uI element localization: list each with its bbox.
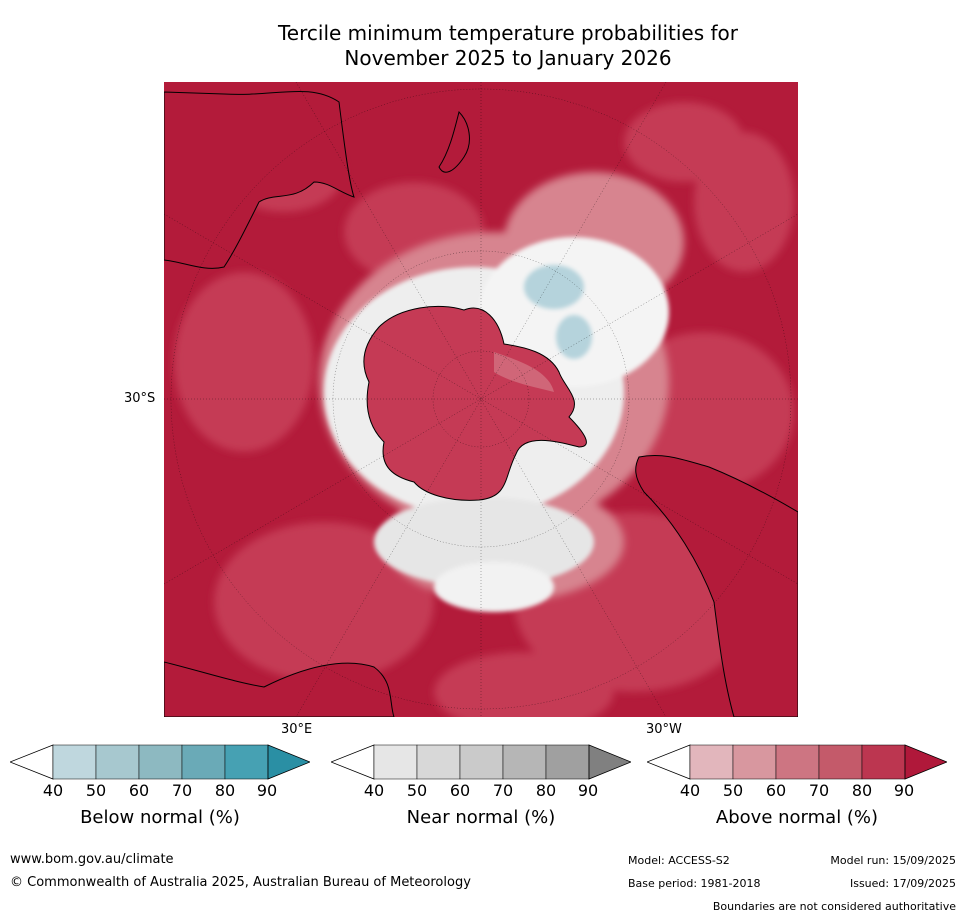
- colorbar-near-normal: [331, 744, 631, 780]
- base-period-text: Base period: 1981-2018: [628, 877, 761, 890]
- map-svg: [164, 82, 798, 717]
- antarctica: [363, 305, 587, 501]
- tick: 70: [808, 781, 830, 800]
- tick: 40: [679, 781, 701, 800]
- model-run-text: Model run: 15/09/2025: [830, 854, 956, 867]
- colorbar-above-svg: [647, 744, 947, 780]
- colorbar-above-normal: [647, 744, 947, 780]
- colorbar-segment: [181, 744, 226, 780]
- title-line-1: Tercile minimum temperature probabilitie…: [277, 21, 739, 45]
- copyright-text: © Commonwealth of Australia 2025, Austra…: [10, 875, 471, 890]
- tick: 80: [214, 781, 236, 800]
- colorbar-segment: [95, 744, 140, 780]
- colorbar-segment: [545, 744, 590, 780]
- tick: 60: [765, 781, 787, 800]
- colorbar-segment: [861, 744, 906, 780]
- website-link[interactable]: www.bom.gov.au/climate: [10, 852, 174, 867]
- tick: 50: [406, 781, 428, 800]
- title-line-2: November 2025 to January 2026: [344, 46, 672, 70]
- colorbar-near-label: Near normal (%): [406, 807, 556, 828]
- colorbar-extend-high: [904, 744, 947, 780]
- tick: 50: [722, 781, 744, 800]
- africa: [164, 661, 395, 717]
- model-text: Model: ACCESS-S2: [628, 854, 730, 867]
- colorbar-extend-low: [10, 744, 54, 780]
- colorbar-segment: [818, 744, 863, 780]
- tick: 60: [449, 781, 471, 800]
- tick: 60: [128, 781, 150, 800]
- tick: 70: [171, 781, 193, 800]
- colorbar-segment: [459, 744, 504, 780]
- below-normal-region: [524, 265, 592, 359]
- colorbar-segment: [138, 744, 183, 780]
- label-30s: 30°S: [124, 391, 156, 406]
- tick: 90: [256, 781, 278, 800]
- colorbar-segment: [689, 744, 734, 780]
- tick: 40: [42, 781, 64, 800]
- colorbar-segment: [775, 744, 820, 780]
- australia: [164, 90, 355, 269]
- colorbar-segment: [224, 744, 269, 780]
- colorbar-segment: [416, 744, 461, 780]
- colorbar-below-svg: [10, 744, 310, 780]
- new-zealand: [438, 111, 470, 173]
- colorbar-below-normal: [10, 744, 310, 780]
- colorbar-extend-low: [331, 744, 375, 780]
- tick: 80: [535, 781, 557, 800]
- colorbar-below-label: Below normal (%): [80, 807, 240, 828]
- label-30w: 30°W: [646, 722, 682, 737]
- tick: 40: [363, 781, 385, 800]
- colorbar-segment: [732, 744, 777, 780]
- graticule: [164, 82, 798, 717]
- tick: 90: [893, 781, 915, 800]
- colorbar-near-svg: [331, 744, 631, 780]
- issued-text: Issued: 17/09/2025: [849, 877, 956, 890]
- colorbar-segment: [52, 744, 97, 780]
- chart-title: Tercile minimum temperature probabilitie…: [0, 21, 965, 71]
- tick: 90: [577, 781, 599, 800]
- colorbar-extend-low: [647, 744, 691, 780]
- tick: 70: [492, 781, 514, 800]
- colorbar-extend-high: [588, 744, 631, 780]
- colorbar-above-label: Above normal (%): [715, 807, 879, 828]
- tick: 80: [851, 781, 873, 800]
- disclaimer-text: Boundaries are not considered authoritat…: [712, 900, 956, 913]
- colorbar-segment: [373, 744, 418, 780]
- tick: 50: [85, 781, 107, 800]
- probability-map: [164, 82, 798, 717]
- colorbar-segment: [502, 744, 547, 780]
- colorbar-extend-high: [267, 744, 310, 780]
- south-america: [635, 454, 798, 717]
- label-30e: 30°E: [281, 722, 313, 737]
